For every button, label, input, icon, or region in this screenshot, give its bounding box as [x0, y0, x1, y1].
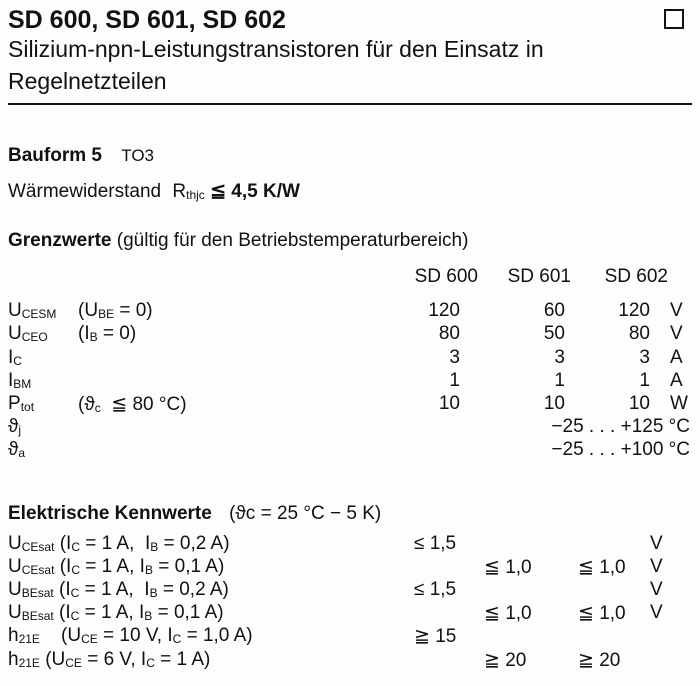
limit-symbol: Ptot: [8, 393, 35, 414]
limit-value: 80: [628, 323, 650, 344]
limit-value: 120: [618, 300, 650, 321]
electrical-unit: V: [650, 602, 663, 623]
electrical-heading: Elektrische Kennwerte (ϑc = 25 °C − 5 K): [8, 503, 382, 524]
limit-symbol: IBM: [8, 370, 32, 391]
limit-value: 120: [428, 300, 460, 321]
limit-value: 80: [438, 323, 460, 344]
electrical-unit: V: [650, 533, 663, 554]
column-header: SD 600: [414, 266, 478, 287]
electrical-unit: V: [650, 579, 663, 600]
document-title: SD 600, SD 601, SD 602: [8, 6, 286, 34]
electrical-unit: V: [650, 556, 663, 577]
limit-unit: A: [670, 347, 683, 368]
subtitle-line-1: Silizium-npn-Leistungstransistoren für d…: [8, 36, 544, 62]
value-sd600: ≧ 15: [414, 626, 457, 647]
limit-value: 10: [438, 393, 460, 414]
limit-symbol: IC: [8, 347, 22, 368]
limit-unit: V: [670, 300, 683, 321]
limit-value: 3: [639, 347, 650, 368]
temperature-range: −25 . . . +125 °C: [551, 416, 690, 437]
electrical-parameter: UCEsat (IC = 1 A, IB = 0,1 A): [8, 556, 225, 577]
value-sd602: ≧ 20: [578, 650, 621, 671]
limit-unit: W: [670, 393, 688, 414]
thermal-symbol: Rthjc: [172, 181, 205, 202]
limit-unit: V: [670, 323, 683, 344]
bauform-value: TO3: [121, 146, 155, 165]
thermal-resistance: Wärmewiderstand Rthjc ≦ 4,5 K/W: [8, 180, 300, 203]
column-header: SD 602: [604, 266, 668, 287]
value-sd600: ≤ 1,5: [414, 533, 457, 554]
limit-symbol: UCEO: [8, 323, 48, 344]
subtitle-line-2: Regelnetzteilen: [8, 68, 167, 94]
thermal-label: Wärmewiderstand: [8, 181, 162, 202]
temperature-range: −25 . . . +100 °C: [551, 439, 690, 460]
limit-value: 10: [628, 393, 650, 414]
limits-heading: Grenzwerte (gültig für den Betriebstempe…: [8, 230, 469, 251]
temperature-symbol: ϑa: [8, 439, 26, 460]
value-sd602: ≦ 1,0: [578, 557, 626, 578]
limit-condition: (IB = 0): [78, 323, 137, 344]
column-header: SD 601: [507, 266, 571, 287]
electrical-parameter: UBEsat (IC = 1 A, IB = 0,1 A): [8, 602, 224, 623]
value-sd601: ≦ 1,0: [484, 603, 532, 624]
limit-value: 10: [543, 393, 565, 414]
limit-unit: A: [670, 370, 683, 391]
limit-value: 1: [639, 370, 650, 391]
limit-symbol: UCESM: [8, 300, 57, 321]
limit-condition: (ϑc ≦ 80 °C): [78, 394, 187, 415]
limit-value: 50: [543, 323, 565, 344]
electrical-parameter: h21E (UCE = 6 V, IC = 1 A): [8, 649, 211, 670]
title-divider: [8, 103, 692, 105]
limit-value: 60: [543, 300, 565, 321]
limit-value: 1: [554, 370, 565, 391]
electrical-parameter: h21E (UCE = 10 V, IC = 1,0 A): [8, 625, 253, 646]
limit-value: 3: [554, 347, 565, 368]
empty-square-icon: [664, 9, 684, 29]
limit-condition: (UBE = 0): [78, 300, 153, 321]
electrical-parameter: UBEsat (IC = 1 A, IB = 0,2 A): [8, 579, 229, 600]
value-sd601: ≦ 1,0: [484, 557, 532, 578]
electrical-parameter: UCEsat (IC = 1 A, IB = 0,2 A): [8, 533, 230, 554]
thermal-value: ≦ 4,5 K/W: [210, 181, 300, 202]
temperature-symbol: ϑj: [8, 416, 22, 437]
value-sd602: ≦ 1,0: [578, 603, 626, 624]
limit-value: 3: [449, 347, 460, 368]
bauform-label: Bauform 5: [8, 145, 102, 166]
value-sd600: ≤ 1,5: [414, 579, 457, 600]
limit-value: 1: [449, 370, 460, 391]
value-sd601: ≧ 20: [484, 650, 527, 671]
